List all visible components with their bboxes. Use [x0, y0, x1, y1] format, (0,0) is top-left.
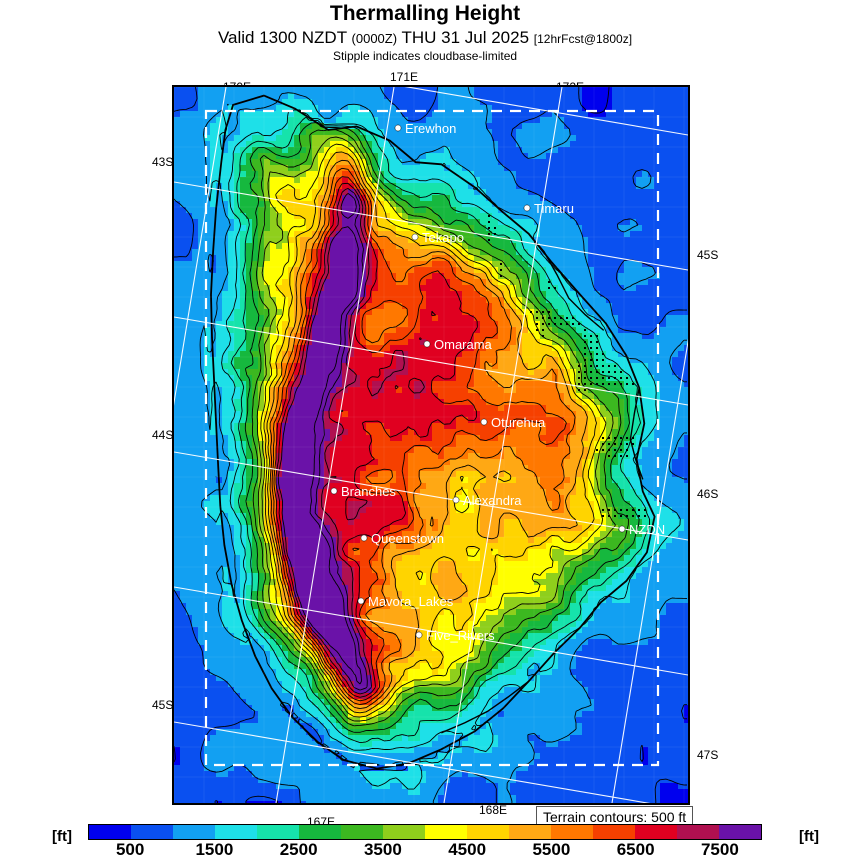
- colorbar-band: [341, 825, 383, 839]
- lat-label-right: 47S: [697, 748, 718, 762]
- colorbar-tick: 7500: [701, 840, 739, 860]
- colorbar-band: [677, 825, 719, 839]
- colorbar-tick: 5500: [532, 840, 570, 860]
- stipple-note: Stipple indicates cloudbase-limited: [0, 49, 850, 63]
- valid-time-line: Valid 1300 NZDT (0000Z) THU 31 Jul 2025 …: [0, 28, 850, 48]
- colorbar[interactable]: [88, 824, 762, 840]
- colorbar-tick: 4500: [448, 840, 486, 860]
- colorbar-band: [215, 825, 257, 839]
- lat-label-left: 44S: [152, 428, 173, 442]
- colorbar-band: [257, 825, 299, 839]
- colorbar-band: [383, 825, 425, 839]
- colorbar-band: [719, 825, 761, 839]
- page-title: Thermalling Height: [0, 2, 850, 26]
- colorbar-tick: 3500: [364, 840, 402, 860]
- lon-label-top: 171E: [390, 70, 418, 84]
- lat-label-right: 46S: [697, 487, 718, 501]
- valid-utc: (0000Z): [352, 31, 398, 46]
- colorbar-band: [89, 825, 131, 839]
- colorbar-band: [425, 825, 467, 839]
- valid-date: THU 31 Jul 2025: [401, 28, 529, 47]
- lat-label-right: 45S: [697, 248, 718, 262]
- colorbar-band: [467, 825, 509, 839]
- colorbar-band: [593, 825, 635, 839]
- lat-label-left: 43S: [152, 155, 173, 169]
- valid-prefix: Valid 1300 NZDT: [218, 28, 347, 47]
- lat-label-left: 45S: [152, 698, 173, 712]
- thermalling-height-raster: ErewhonTimaruTekapoOmaramaOturehuaBranch…: [174, 87, 688, 803]
- colorbar-band: [551, 825, 593, 839]
- lon-label-bottom: 168E: [479, 803, 507, 817]
- colorbar-tick: 1500: [195, 840, 233, 860]
- colorbar-tick: 2500: [280, 840, 318, 860]
- colorbar-band: [131, 825, 173, 839]
- colorbar-tick: 6500: [617, 840, 655, 860]
- colorbar-band: [173, 825, 215, 839]
- colorbar-band: [635, 825, 677, 839]
- colorbar-band: [509, 825, 551, 839]
- forecast-tag: [12hrFcst@1800z]: [534, 32, 632, 46]
- colorbar-tick: 500: [116, 840, 144, 860]
- colorbar-band: [299, 825, 341, 839]
- colorbar-tick-labels: 500 1500 2500 3500 4500 5500 6500 7500: [0, 840, 850, 862]
